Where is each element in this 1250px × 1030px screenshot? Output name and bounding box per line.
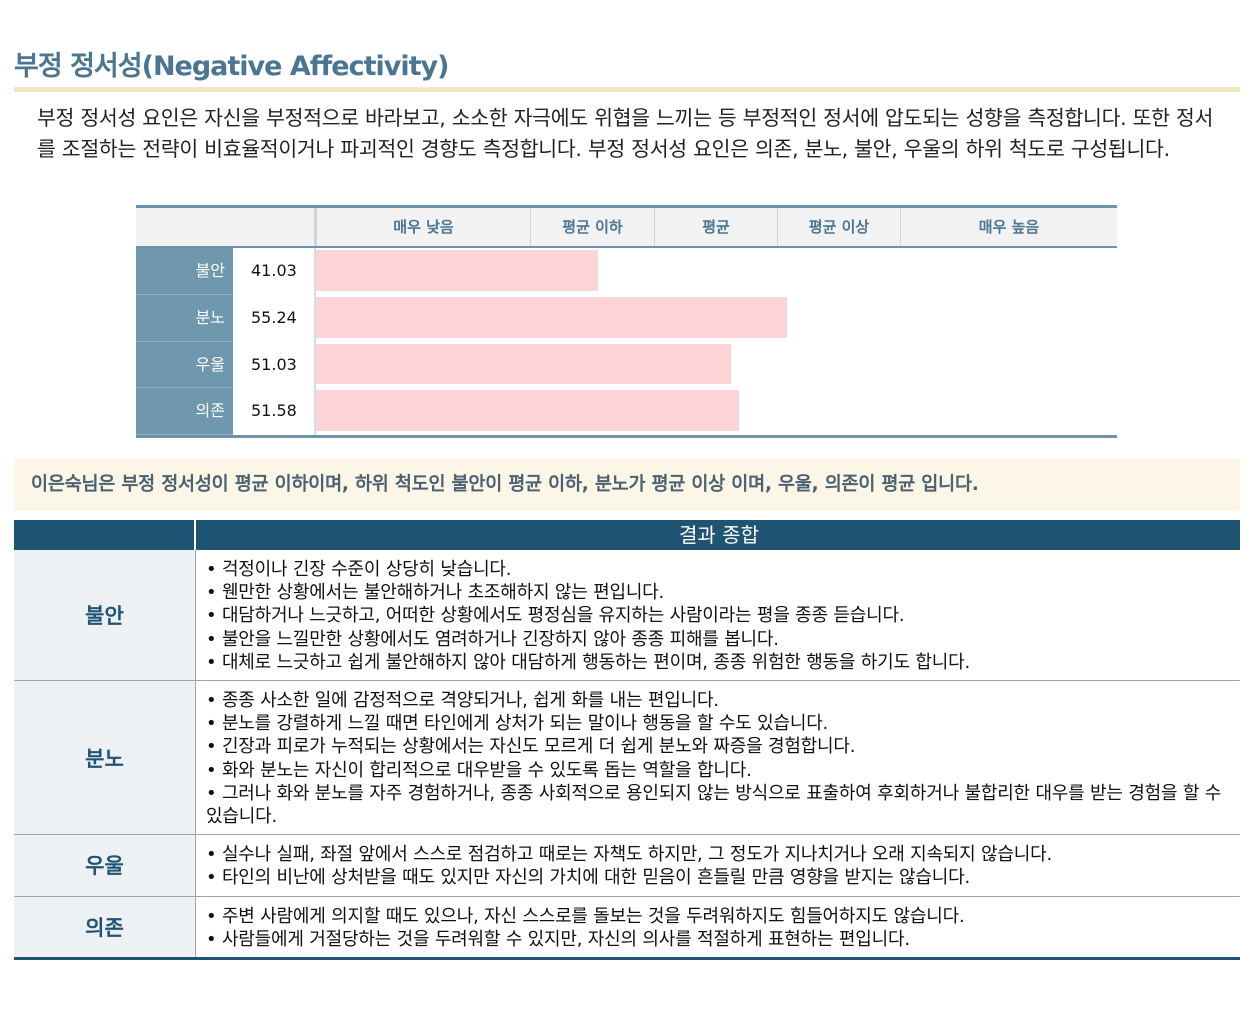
result-item: • 걱정이나 긴장 수준이 상당히 낮습니다.: [206, 559, 512, 580]
score-bar: [316, 296, 788, 338]
result-row: 분노 • 종종 사소한 일에 감정적으로 격양되거나, 쉽게 화를 내는 편입니다…: [14, 681, 1240, 836]
result-item: • 타인의 비난에 상처받을 때도 있지만 자신의 가치에 대한 믿음이 흔들릴…: [206, 867, 970, 889]
result-item: • 긴장과 피로가 누적되는 상황에서는 자신도 모르게 더 쉽게 분노와 짜증…: [206, 736, 856, 758]
result-row-label: 분노: [14, 681, 196, 835]
result-items: • 걱정이나 긴장 수준이 상당히 낮습니다. • 웬만한 상황에서는 불안해하거…: [206, 550, 1240, 680]
row-score: 51.58: [251, 401, 297, 421]
chart-header-row: [136, 208, 1117, 246]
level-header: 매우 높음: [900, 208, 1117, 246]
header-divider: [314, 208, 316, 246]
level-header: 평균 이하: [530, 208, 654, 246]
row-label: 분노: [136, 294, 233, 342]
row-label: 불안: [136, 248, 233, 295]
result-item: • 주변 사람에게 의지할 때도 있으나, 자신 스스로를 돌보는 것을 두려워…: [206, 905, 965, 927]
result-item: • 웬만한 상황에서는 불안해하거나 초조해하지 않는 편입니다.: [206, 582, 665, 604]
result-row: 우울 • 실수나 실패, 좌절 앞에서 스스로 점검하고 때로는 자책도 하지만,…: [14, 835, 1240, 897]
score-bar: [316, 343, 732, 385]
row-score: 51.03: [251, 354, 297, 374]
result-item: • 대담하거나 느긋하고, 어떠한 상황에서도 평정심을 유지하는 사람이라는 …: [206, 605, 905, 627]
result-items: • 종종 사소한 일에 감정적으로 격양되거나, 쉽게 화를 내는 편입니다. •…: [206, 681, 1240, 834]
result-item: • 그러나 화와 분노를 자주 경험하거나, 종종 사회적으로 용인되지 않는 …: [206, 782, 1222, 828]
result-header-title: 결과 종합: [679, 523, 759, 547]
chart-axis-divider: [314, 248, 316, 435]
result-header: 결과 종합: [14, 520, 1240, 550]
score-bar: [316, 390, 739, 431]
chart-header-rule: [136, 246, 1117, 248]
row-label: 우울: [136, 341, 233, 389]
result-item: • 대체로 느긋하고 쉽게 불안해하지 않아 대담하게 행동하는 편이며, 종종…: [206, 651, 970, 673]
row-label: 의존: [136, 388, 233, 435]
summary-banner: 이은숙님은 부정 정서성이 평균 이하이며, 하위 척도인 불안이 평균 이하,…: [14, 458, 1240, 511]
result-row: 불안 • 걱정이나 긴장 수준이 상당히 낮습니다. • 웬만한 상황에서는 불안해…: [14, 550, 1240, 682]
title-underline: [14, 87, 1240, 92]
result-row-label: 의존: [14, 896, 196, 958]
chart-top-rule: [136, 205, 1117, 208]
result-row: 의존 • 주변 사람에게 의지할 때도 있으나, 자신 스스로를 돌보는 것을 두…: [14, 896, 1240, 961]
result-row-label: 우울: [14, 835, 196, 896]
result-item: • 분노를 강렬하게 느낄 때면 타인에게 상처가 되는 말이나 행동을 할 수…: [206, 713, 829, 735]
result-table: 결과 종합 불안 • 걱정이나 긴장 수준이 상당히 낮습니다. • 웬만한 상황에…: [14, 520, 1240, 961]
result-items: • 실수나 실패, 좌절 앞에서 스스로 점검하고 때로는 자책도 하지만, 그…: [206, 835, 1240, 895]
result-item: • 사람들에게 거절당하는 것을 두려워할 수 있지만, 자신의 의사를 적절하…: [206, 928, 910, 950]
chart-bottom-rule: [136, 435, 1117, 438]
row-score: 41.03: [251, 261, 297, 280]
result-items: • 주변 사람에게 의지할 때도 있으나, 자신 스스로를 돌보는 것을 두려워…: [206, 897, 1240, 957]
row-score: 55.24: [251, 307, 297, 327]
level-header: 평균 이상: [777, 208, 900, 246]
result-header-blank: [14, 520, 196, 550]
level-header: 평균: [654, 208, 777, 246]
score-bar: [316, 250, 599, 291]
result-item: • 불안을 느낄만한 상황에서도 염려하거나 긴장하지 않아 종종 피해를 봅니…: [206, 628, 779, 650]
result-item: • 실수나 실패, 좌절 앞에서 스스로 점검하고 때로는 자책도 하지만, 그…: [206, 844, 1053, 866]
level-header: 매우 낮음: [316, 208, 530, 246]
intro-paragraph: 부정 정서성 요인은 자신을 부정적으로 바라보고, 소소한 자극에도 위협을 …: [37, 106, 1214, 161]
result-row-label: 불안: [14, 550, 196, 681]
result-item: • 종종 사소한 일에 감정적으로 격양되거나, 쉽게 화를 내는 편입니다.: [206, 690, 719, 712]
section-title: 부정 정서성(Negative Affectivity): [14, 51, 449, 82]
result-item: • 화와 분노는 자신이 합리적으로 대우받을 수 있도록 돕는 역할을 합니다…: [206, 759, 752, 781]
